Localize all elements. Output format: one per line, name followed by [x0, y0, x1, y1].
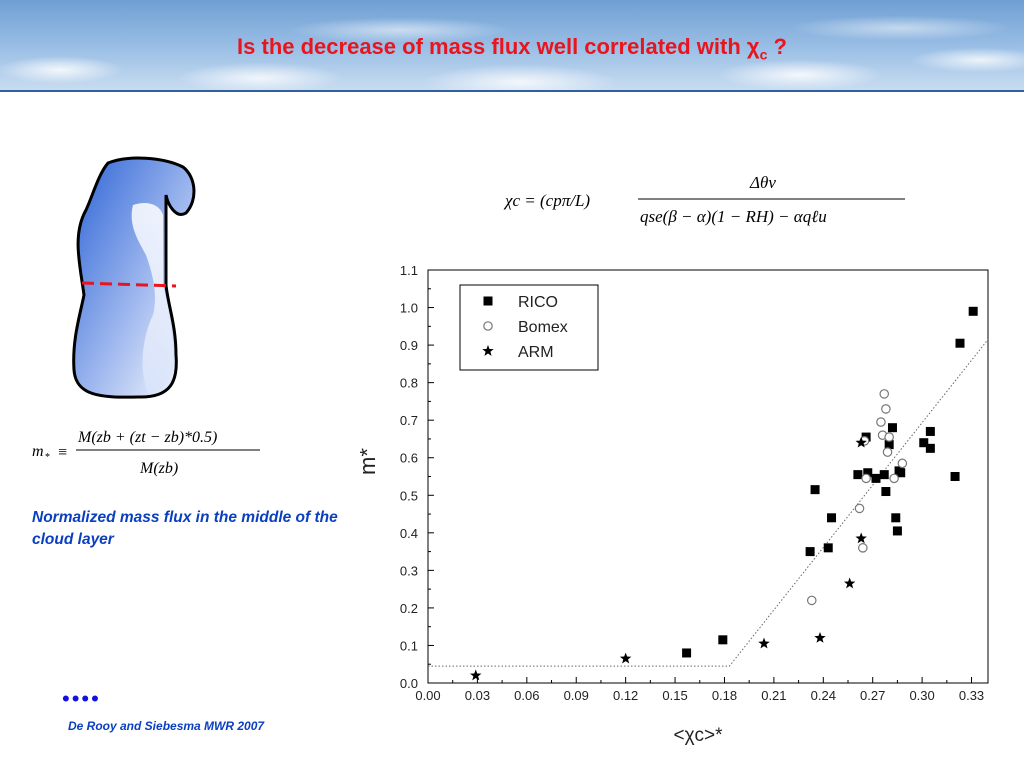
x-tick-label: 0.33 — [959, 688, 984, 703]
y-tick-label: 0.0 — [400, 676, 418, 691]
cloud-outline — [72, 156, 196, 399]
arm-point — [619, 652, 632, 664]
sky-banner — [0, 0, 1024, 92]
x-tick-label: 0.15 — [662, 688, 687, 703]
rico-point — [892, 526, 902, 536]
legend-label-rico: RICO — [518, 294, 558, 311]
y-tick-label: 0.9 — [400, 338, 418, 353]
bomex-point — [806, 595, 817, 606]
rico-point — [955, 338, 965, 348]
bomex-point — [889, 473, 899, 484]
rico-point — [881, 487, 891, 497]
rico-point — [896, 468, 906, 478]
cloud-highlight — [131, 203, 174, 393]
arm-point — [814, 631, 826, 643]
plot-area: 0.00 0.03 0.06 0.09 0.12 0.15 0.18 0.21 0.24 0.27… — [360, 263, 989, 746]
rico-point — [891, 513, 901, 523]
rico-point — [871, 473, 881, 483]
legend-marker-rico — [483, 296, 493, 306]
bomex-point — [858, 543, 868, 553]
rico-point — [810, 485, 820, 495]
x-tick-label: 0.30 — [909, 688, 934, 703]
formula-numerator: Δθv — [749, 173, 776, 192]
equiv-symbol: ≡ — [58, 444, 67, 461]
bomex-point — [876, 417, 886, 427]
rico-point — [887, 423, 897, 433]
rico-point — [853, 470, 863, 480]
rico-point — [863, 468, 873, 478]
rico-point — [884, 440, 894, 450]
x-tick-label: 0.18 — [712, 688, 737, 703]
x-tick-label: 0.21 — [761, 688, 786, 703]
y-tick-label: 0.4 — [400, 526, 418, 541]
rico-point — [718, 635, 728, 645]
citation: De Rooy and Siebesma MWR 2007 — [68, 719, 265, 733]
rico-point — [827, 513, 837, 523]
bomex-point — [897, 458, 908, 469]
legend-marker-bomex — [483, 321, 493, 331]
bomex-point — [881, 404, 891, 414]
rico-point — [879, 470, 889, 480]
x-tick-label: 0.24 — [811, 688, 836, 703]
y-tick-label: 0.6 — [400, 451, 418, 466]
bomex-point — [854, 503, 865, 514]
legend-label-arm: ARM — [518, 344, 554, 361]
y-tick-label: 0.2 — [400, 601, 418, 616]
y-tick-label: 0.5 — [400, 488, 418, 503]
x-tick-label: 0.03 — [465, 688, 490, 703]
bomex-point — [884, 432, 894, 442]
legend-box — [459, 284, 599, 371]
y-tick-label: 1.0 — [400, 301, 418, 316]
x-tick-label: 0.12 — [613, 688, 638, 703]
arm-point — [470, 669, 482, 681]
x-tick-label: 0.00 — [415, 688, 440, 703]
bomex-point — [861, 473, 871, 484]
arm-point — [855, 532, 867, 544]
legend-marker-arm — [482, 345, 494, 356]
mstar-definition: m * ≡ M(zb + (zt − zb)*0.5) M(zb) — [32, 429, 260, 477]
rico-point — [925, 426, 935, 436]
rico-point — [925, 443, 935, 453]
y-tick-label: 0.7 — [400, 413, 418, 428]
arm-point — [855, 436, 867, 448]
ellipsis-dots: •••• — [62, 686, 101, 711]
y-tick-label: 0.3 — [400, 563, 418, 578]
rico-point — [805, 547, 815, 557]
scatter-chart: 0.00 0.03 0.06 0.09 0.12 0.15 0.18 0.21 0.24 0.27… — [360, 263, 989, 746]
rico-point — [682, 648, 692, 658]
mid-cloud-dashed-line — [81, 281, 177, 288]
rico-point — [823, 543, 833, 553]
fit-line — [428, 339, 989, 667]
mstar-star: * — [45, 452, 50, 463]
y-tick-label: 0.8 — [400, 376, 418, 391]
x-tick-label: 0.27 — [860, 688, 885, 703]
formula-lhs: χc = (cpπ/L) — [503, 191, 590, 210]
y-tick-label: 1.1 — [400, 263, 418, 278]
title-subscript: c — [759, 46, 768, 63]
x-tick-label: 0.09 — [564, 688, 589, 703]
slide-title: Is the decrease of mass flux well correl… — [0, 34, 1024, 62]
mstar-numerator: M(zb + (zt − zb)*0.5) — [77, 429, 217, 446]
rico-point — [950, 472, 960, 481]
arm-point — [843, 577, 856, 589]
cloud-caption: Normalized mass flux in the middle of th… — [32, 509, 338, 548]
rico-point — [919, 438, 929, 448]
cloud-illustration — [72, 156, 196, 399]
rico-point — [968, 306, 978, 316]
x-tick-label: 0.06 — [514, 688, 539, 703]
bomex-point — [882, 447, 893, 457]
bomex-point — [879, 389, 890, 399]
y-tick-label: 0.1 — [400, 638, 418, 653]
legend-label-bomex: Bomex — [518, 319, 568, 336]
mstar-denominator: M(zb) — [139, 460, 178, 477]
formula-denominator: qse(β − α)(1 − RH) − αqℓu — [640, 207, 827, 226]
arm-point — [758, 637, 770, 649]
mstar-symbol: m — [32, 443, 44, 460]
x-axis-label: <χc>* — [673, 725, 723, 746]
title-main: Is the decrease of mass flux well correl… — [237, 34, 760, 59]
y-axis-label: m̂* — [360, 448, 380, 475]
chi-formula: χc = (cpπ/L) Δθv qse(β − α)(1 − RH) − αq… — [503, 173, 905, 226]
title-end: ? — [767, 34, 787, 59]
